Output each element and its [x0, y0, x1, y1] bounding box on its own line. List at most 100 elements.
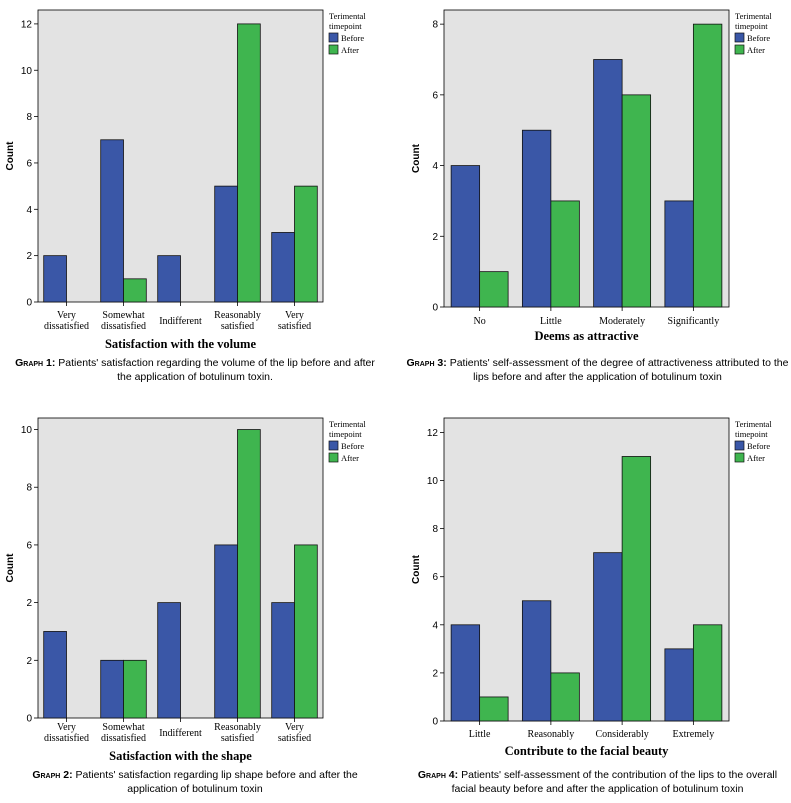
caption-text: Patients' satisfaction regarding lip sha… — [75, 769, 358, 795]
bar-after — [294, 185, 318, 303]
legend-title: Terimental timepoint — [735, 419, 772, 439]
y-tick-label: 0 — [26, 714, 32, 725]
x-tick-label: Considerably — [595, 729, 648, 740]
bar-before — [593, 552, 623, 722]
legend-swatch-before — [328, 32, 339, 43]
x-axis-title: Contribute to the facial beauty — [505, 744, 670, 758]
bar-before — [593, 59, 623, 308]
x-tick-label: Very satisfied — [278, 310, 311, 332]
legend-swatch-after — [734, 44, 745, 55]
legend-swatch-before — [328, 440, 339, 451]
y-tick-label: 2 — [26, 598, 32, 609]
bar-after — [294, 544, 318, 719]
legend-swatch-before — [734, 440, 745, 451]
y-tick-label: 2 — [26, 656, 32, 667]
caption-text: Patients' satisfaction regarding the vol… — [58, 357, 375, 383]
bar-after — [550, 200, 580, 308]
legend-label-after: After — [341, 45, 359, 55]
x-tick-label: Very satisfied — [278, 722, 311, 744]
chart-4: 0 2 4 6 8 10 12 Little Reasonably Considerably Ext… — [411, 417, 772, 758]
bar-before — [450, 624, 481, 722]
bar-after — [621, 94, 652, 308]
legend-label-after: After — [747, 45, 765, 55]
bar-after — [692, 23, 723, 308]
x-tick-label: Somewhat dissatisfied — [101, 722, 146, 744]
y-tick-label: 0 — [26, 298, 32, 309]
chart-2: 0 2 4 6 8 No Little Moderately Significantly Deem… — [411, 9, 772, 343]
chart-3: 0 2 2 6 8 10 Very dissatisfied Somewhat dissatisf… — [5, 417, 366, 763]
y-tick-label: 4 — [432, 161, 438, 172]
bar-after — [550, 672, 580, 722]
caption-graph-2: Graph 2: Patients' satisfaction regardin… — [10, 768, 380, 796]
legend-title: Terimental timepoint — [329, 11, 366, 31]
y-tick-label: 10 — [21, 66, 33, 77]
y-tick-label: 8 — [432, 20, 438, 31]
y-axis-title: Count — [5, 141, 16, 171]
bar-before — [450, 165, 481, 308]
bar-before — [214, 544, 238, 719]
y-tick-label: 4 — [26, 205, 32, 216]
x-tick-label: Little — [469, 729, 491, 740]
x-tick-label: No — [474, 316, 486, 327]
bar-before — [43, 255, 67, 303]
y-tick-label: 6 — [432, 572, 438, 583]
y-tick-label: 6 — [26, 158, 32, 169]
y-tick-label: 10 — [427, 476, 439, 487]
x-axis-title: Satisfaction with the shape — [109, 749, 252, 763]
caption-label: Graph 4: — [417, 769, 459, 781]
x-tick-label: Little — [540, 316, 562, 327]
bar-before — [157, 602, 181, 719]
y-tick-label: 8 — [26, 112, 32, 123]
bar-after — [692, 624, 723, 722]
caption-graph-1: Graph 1: Patients' satisfaction regardin… — [10, 356, 380, 384]
bar-before — [43, 631, 67, 719]
legend-label-before: Before — [747, 33, 770, 43]
x-tick-label: Indifferent — [159, 728, 202, 739]
bar-after — [237, 429, 261, 719]
legend-swatch-after — [734, 452, 745, 463]
legend-label-after: After — [341, 453, 359, 463]
x-tick-label: Reasonably satisfied — [214, 310, 261, 332]
legend-label-before: Before — [341, 33, 364, 43]
bar-before — [100, 659, 124, 719]
bar-after — [123, 278, 147, 303]
legend-label-after: After — [747, 453, 765, 463]
bar-after — [479, 271, 509, 308]
x-tick-label: Moderately — [599, 316, 645, 327]
bar-after — [621, 456, 652, 722]
caption-text: Patients' self-assessment of the contrib… — [451, 769, 778, 795]
legend-label-before: Before — [341, 441, 364, 451]
legend-swatch-before — [734, 32, 745, 43]
y-tick-label: 12 — [427, 428, 439, 439]
caption-label: Graph 3: — [406, 357, 447, 369]
y-tick-label: 6 — [26, 540, 32, 551]
bar-before — [521, 600, 552, 722]
y-tick-label: 0 — [432, 717, 438, 728]
y-axis-title: Count — [411, 554, 422, 584]
y-axis-title: Count — [5, 553, 16, 583]
x-tick-label: Extremely — [673, 729, 715, 740]
legend-swatch-after — [328, 44, 339, 55]
y-tick-label: 8 — [26, 483, 32, 494]
x-tick-label: Very dissatisfied — [44, 310, 89, 332]
x-axis-title: Deems as attractive — [534, 329, 639, 343]
legend-title: Terimental timepoint — [735, 11, 772, 31]
x-tick-label: Very dissatisfied — [44, 722, 89, 744]
y-tick-label: 12 — [21, 19, 33, 30]
bar-before — [214, 185, 238, 303]
caption-label: Graph 1: — [15, 357, 56, 369]
y-tick-label: 0 — [432, 303, 438, 314]
caption-text: Patients' self-assessment of the degree … — [449, 357, 789, 383]
bar-before — [271, 232, 295, 303]
bar-before — [664, 200, 694, 308]
bar-after — [123, 659, 147, 719]
caption-label: Graph 2: — [32, 769, 73, 781]
legend-swatch-after — [328, 452, 339, 463]
y-tick-label: 2 — [26, 251, 32, 262]
y-tick-label: 6 — [432, 90, 438, 101]
caption-graph-4: Graph 4: Patients' self-assessment of th… — [405, 768, 790, 796]
y-tick-label: 4 — [432, 620, 438, 631]
x-tick-label: Indifferent — [159, 316, 202, 327]
chart-1: 0 2 4 6 8 10 12 Very dissatisfied Somewhat dissati… — [5, 9, 366, 351]
